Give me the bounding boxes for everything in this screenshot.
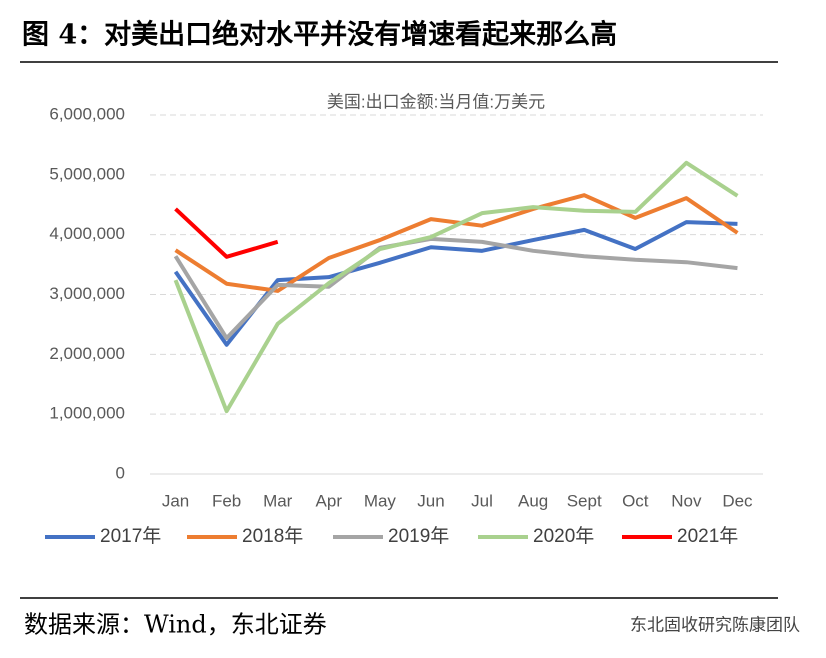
x-tick-label: Nov: [671, 491, 702, 510]
x-tick-label: Jun: [417, 491, 444, 510]
series-line: [173, 236, 738, 341]
chart-title: 美国:出口金额:当月值:万美元: [327, 92, 545, 111]
x-tick-label: Dec: [722, 491, 753, 510]
x-tick-label: Mar: [263, 491, 293, 510]
x-tick-label: Jan: [162, 491, 189, 510]
y-tick-label: 1,000,000: [49, 404, 125, 423]
legend-label: 2020年: [533, 525, 594, 547]
x-tick-label: Sept: [567, 491, 602, 510]
y-tick-label: 6,000,000: [49, 104, 125, 123]
source: 数据来源：Wind，东北证券: [24, 611, 327, 639]
x-tick-label: Aug: [518, 491, 548, 510]
y-tick-label: 5,000,000: [49, 164, 125, 183]
x-tick-label: Jul: [471, 491, 493, 510]
x-tick-label: Feb: [212, 491, 241, 510]
y-tick-label: 0: [116, 463, 125, 482]
watermark: 东北固收研究陈康团队: [630, 615, 800, 634]
plot: 0 1,000,000 2,000,000 3,000,000 4,000,000 5,0…: [45, 104, 763, 547]
x-tick-label: Oct: [622, 491, 649, 510]
y-tick-label: 4,000,000: [49, 224, 125, 243]
legend-label: 2019年: [388, 525, 449, 547]
y-tick-label: 2,000,000: [49, 344, 125, 363]
x-tick-label: May: [364, 491, 397, 510]
series-line: [174, 207, 279, 259]
legend-label: 2021年: [677, 525, 738, 547]
series-line: [173, 160, 739, 414]
series-line: [174, 193, 739, 293]
legend-label: 2017年: [100, 525, 161, 547]
x-tick-label: Apr: [316, 491, 343, 510]
legend-label: 2018年: [242, 525, 303, 547]
figure-title: 图 4：对美出口绝对水平并没有增速看起来那么高: [22, 19, 617, 51]
y-tick-label: 3,000,000: [49, 284, 125, 303]
